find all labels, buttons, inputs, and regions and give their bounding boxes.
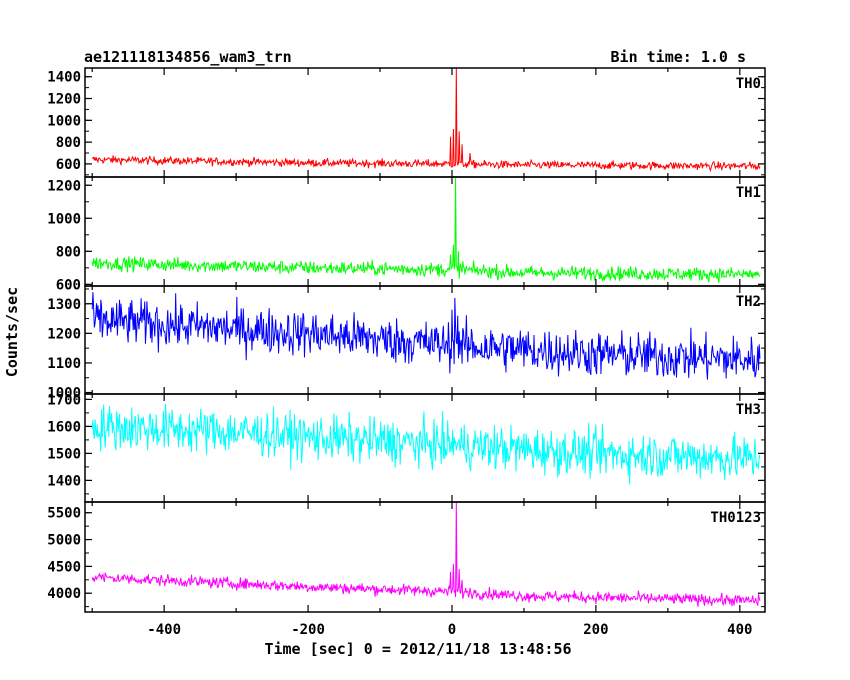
x-tick-label: 400 <box>727 622 752 638</box>
panel-th1: 600 800 1000 1200 TH1 <box>47 176 766 293</box>
y-tick-label: 5500 <box>47 506 81 522</box>
x-tick-label: 0 <box>448 622 456 638</box>
series-line-th1 <box>91 177 761 283</box>
y-tick-label: 5000 <box>47 533 81 549</box>
panel-name-th1: TH1 <box>736 185 761 201</box>
y-tick-label: 1400 <box>47 70 81 86</box>
y-tick-label: 800 <box>56 244 81 260</box>
series-line-th2 <box>91 292 761 380</box>
y-tick-label: 1200 <box>47 326 81 342</box>
y-tick-label: 600 <box>56 157 81 173</box>
y-tick-label: 1100 <box>47 356 81 372</box>
y-tick-label: 1600 <box>47 419 81 435</box>
panel-th3: 1400 1500 1600 1700 TH3 <box>47 392 766 503</box>
x-axis-label: Time [sec] 0 = 2012/11/18 13:48:56 <box>264 640 571 658</box>
panels-group: 600 800 1000 1200 1400 TH0 600 800 1000 1200 TH1 10… <box>47 67 766 638</box>
panel-name-th0123: TH0123 <box>710 510 761 526</box>
y-tick-label: 1000 <box>47 211 81 227</box>
y-tick-label: 1300 <box>47 297 81 313</box>
y-tick-label: 1700 <box>47 392 81 408</box>
panel-name-th0: TH0 <box>736 76 761 92</box>
y-tick-label: 1200 <box>47 92 81 108</box>
panel-frame <box>84 501 766 613</box>
y-tick-label: 4000 <box>47 586 81 602</box>
y-tick-label: 1000 <box>47 386 81 402</box>
bin-time-label: Bin time: 1.0 s <box>611 48 746 66</box>
panel-th0123: 4000 4500 5000 5500 TH0123 <box>47 501 766 613</box>
x-tick-label: -400 <box>147 622 181 638</box>
x-tick-label: -200 <box>291 622 325 638</box>
panel-name-th2: TH2 <box>736 294 761 310</box>
y-tick-label: 600 <box>56 277 81 293</box>
y-tick-label: 1000 <box>47 113 81 129</box>
panel-th2: 1000 1100 1200 1300 TH2 <box>47 285 766 402</box>
y-axis-label: Counts/sec <box>3 287 21 377</box>
y-tick-label: 1200 <box>47 178 81 194</box>
y-tick-label: 1500 <box>47 446 81 462</box>
series-line-th0123 <box>91 502 761 607</box>
series-line-th3 <box>91 404 761 485</box>
plot-title: ae121118134856_wam3_trn <box>84 48 292 66</box>
y-tick-label: 1400 <box>47 473 81 489</box>
panel-th0: 600 800 1000 1200 1400 TH0 <box>47 67 766 178</box>
y-tick-label: 4500 <box>47 559 81 575</box>
y-tick-label: 800 <box>56 135 81 151</box>
series-line-th0 <box>91 68 761 173</box>
panel-name-th3: TH3 <box>736 402 761 418</box>
x-tick-label: 200 <box>583 622 608 638</box>
